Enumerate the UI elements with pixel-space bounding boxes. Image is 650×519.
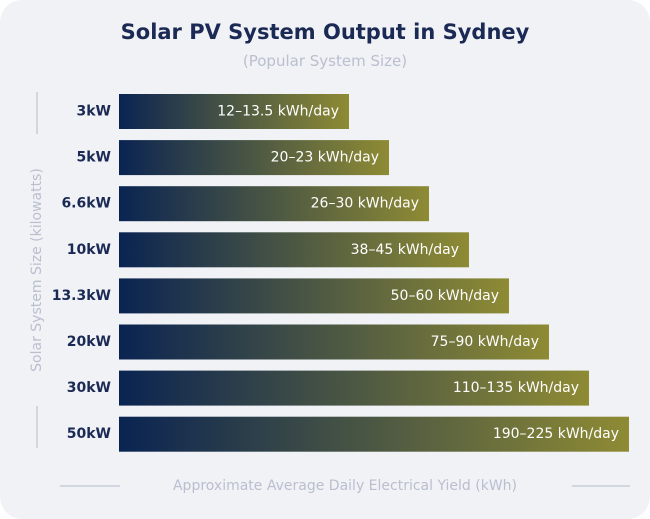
category-label: 3kW (77, 104, 112, 120)
bar (119, 186, 429, 222)
chart-title: Solar PV System Output in Sydney (120, 20, 530, 44)
category-label: 6.6kW (61, 196, 111, 212)
bar (119, 324, 549, 360)
y-axis-label: Solar System Size (kilowatts) (29, 168, 45, 372)
category-label: 5kW (77, 150, 112, 166)
data-label: 20–23 kWh/day (271, 150, 379, 166)
bar (119, 232, 469, 268)
bar (119, 370, 589, 406)
chart-subtitle: (Popular System Size) (242, 52, 408, 70)
data-label: 110–135 kWh/day (453, 380, 579, 396)
bars-group: 3kW 12–13.5 kWh/day 5kW 20–23 kWh/day 6.6kW 2… (52, 94, 629, 452)
data-label: 190–225 kWh/day (493, 426, 619, 442)
bar (119, 94, 349, 129)
bar (119, 416, 629, 452)
data-label: 12–13.5 kWh/day (217, 104, 339, 120)
data-label: 50–60 kWh/day (391, 288, 499, 304)
data-label: 38–45 kWh/day (351, 242, 459, 258)
data-label: 26–30 kWh/day (311, 196, 419, 212)
x-axis: Approximate Average Daily Electrical Yie… (60, 478, 630, 494)
bar (119, 140, 389, 176)
category-label: 30kW (67, 380, 111, 396)
bar (119, 278, 509, 314)
x-axis-label: Approximate Average Daily Electrical Yie… (173, 478, 517, 494)
y-axis: Solar System Size (kilowatts) (29, 92, 45, 448)
category-label: 20kW (67, 334, 111, 350)
category-label: 50kW (67, 426, 111, 442)
data-label: 75–90 kWh/day (431, 334, 539, 350)
category-label: 13.3kW (52, 288, 111, 304)
category-label: 10kW (67, 242, 111, 258)
